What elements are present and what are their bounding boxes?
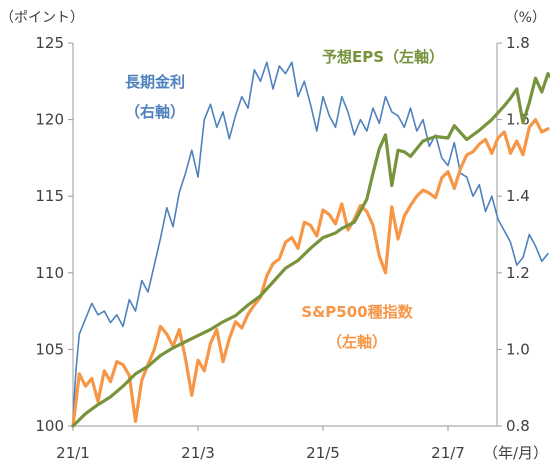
right-tick-label: 1.2: [506, 264, 530, 282]
x-axis-unit: （年/月）: [483, 444, 548, 462]
labels: 長期金利 （右軸） 予想EPS（左軸） S&P500種指数 （左軸）: [125, 48, 444, 351]
right-tick-label: 0.8: [506, 417, 530, 435]
series-line-sp500: [71, 117, 550, 428]
left-tick-label: 100: [35, 417, 64, 435]
series-label-yield-axis: （右軸）: [125, 103, 185, 121]
right-axis-unit: （%）: [505, 10, 546, 26]
left-axis-unit: （ポイント）: [0, 10, 84, 26]
right-tick-label: 1.4: [506, 187, 530, 205]
series-line-eps: [71, 71, 550, 428]
series-layer: [71, 61, 550, 428]
x-tick-label: 21/5: [306, 444, 340, 462]
left-tick-label: 105: [35, 340, 64, 358]
right-tick-label: 1.0: [506, 340, 530, 358]
axes: 1001051101151201250.81.01.21.41.61.821/1…: [0, 10, 548, 462]
left-tick-label: 110: [35, 264, 64, 282]
x-tick-label: 21/1: [56, 444, 90, 462]
series-label-sp500: S&P500種指数: [301, 303, 413, 321]
series-line-yield: [72, 61, 549, 420]
series-label-sp500-axis: （左軸）: [327, 333, 387, 351]
left-tick-label: 120: [35, 111, 64, 129]
series-label-eps: 予想EPS（左軸）: [322, 48, 444, 66]
left-tick-label: 125: [35, 34, 64, 52]
x-tick-label: 21/7: [431, 444, 465, 462]
right-tick-label: 1.8: [506, 34, 530, 52]
series-label-yield: 長期金利: [125, 73, 185, 91]
x-tick-label: 21/3: [181, 444, 215, 462]
left-tick-label: 115: [35, 187, 64, 205]
